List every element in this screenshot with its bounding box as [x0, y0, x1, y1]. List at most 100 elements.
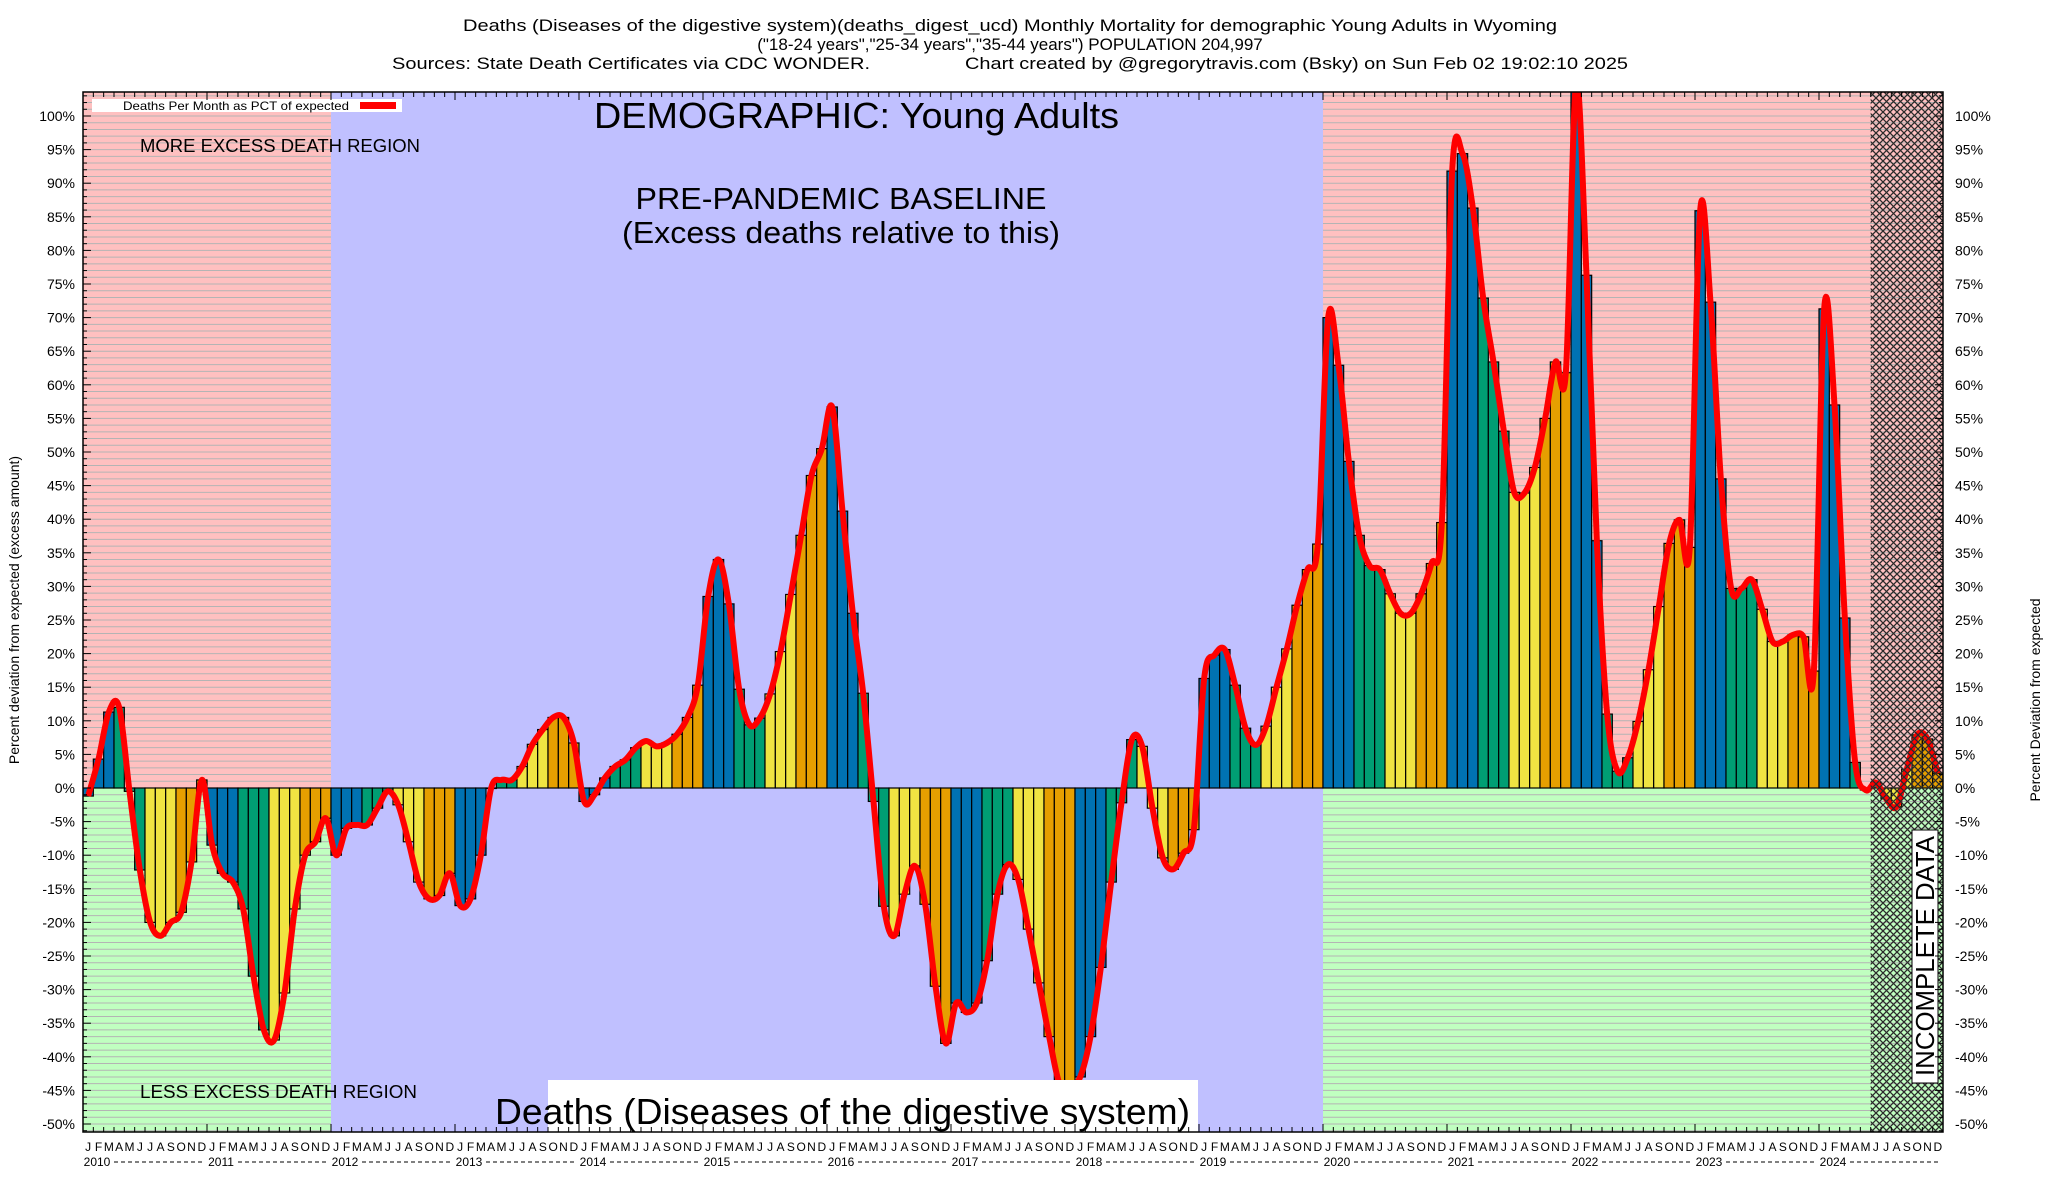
month-label: J [261, 1140, 267, 1154]
bar [423, 787, 435, 900]
bar [1043, 787, 1055, 1038]
y-tick-label-right: 10% [1955, 713, 1983, 729]
month-label: A [239, 1140, 247, 1154]
month-label: S [1035, 1140, 1043, 1154]
year-label: 2010 [84, 1155, 111, 1169]
year-label: 2012 [332, 1155, 359, 1169]
month-label: O [1540, 1140, 1549, 1154]
less-excess-region [1323, 788, 1943, 1132]
month-label: J [953, 1140, 959, 1154]
month-label: F [1335, 1140, 1342, 1154]
year-label: 2018 [1076, 1155, 1103, 1169]
y-tick-label-right: 75% [1955, 276, 1983, 292]
y-tick-label-right: 90% [1955, 175, 1983, 191]
chart-title-line1: Deaths (Diseases of the digestive system… [463, 16, 1557, 35]
month-label: J [1449, 1140, 1455, 1154]
legend: Deaths Per Month as PCT of expected [92, 99, 402, 113]
bar [1394, 612, 1407, 789]
month-label: A [487, 1140, 495, 1154]
month-label: J [1077, 1140, 1083, 1154]
month-label: J [271, 1140, 277, 1154]
month-label: S [291, 1140, 299, 1154]
month-label: S [1655, 1140, 1663, 1154]
month-label: A [776, 1140, 784, 1154]
more-excess-region-label: MORE EXCESS DEATH REGION [140, 136, 420, 156]
demographic-label: DEMOGRAPHIC: Young Adults [594, 95, 1119, 136]
month-label: N [1427, 1140, 1436, 1154]
month-label: J [581, 1140, 587, 1154]
y-tick-label-right: 15% [1955, 679, 1983, 695]
y-tick-label-right: 35% [1955, 545, 1983, 561]
y-tick-label-left: 10% [47, 713, 75, 729]
month-label: O [1664, 1140, 1673, 1154]
month-label: A [652, 1140, 660, 1154]
month-label: J [643, 1140, 649, 1154]
month-label: D [1065, 1140, 1074, 1154]
bar [1725, 587, 1737, 789]
bar [1529, 466, 1541, 789]
y-tick-label-right: -25% [1955, 948, 1988, 964]
bar [1756, 608, 1768, 789]
month-label: J [829, 1140, 835, 1154]
bar [547, 716, 559, 789]
month-label: A [611, 1140, 619, 1154]
month-label: S [1407, 1140, 1415, 1154]
bar [1560, 372, 1572, 789]
month-label: D [569, 1140, 578, 1154]
bar [1002, 787, 1014, 866]
y-tick-label-right: 100% [1955, 108, 1991, 124]
bar [1487, 361, 1500, 789]
more-excess-region [83, 92, 331, 788]
year-label: 2017 [952, 1155, 979, 1169]
month-label: A [1644, 1140, 1652, 1154]
y-tick-label-right: 45% [1955, 478, 1983, 494]
month-label: J [1511, 1140, 1517, 1154]
month-label: D [1933, 1140, 1942, 1154]
year-label: 2015 [704, 1155, 731, 1169]
month-label: S [911, 1140, 919, 1154]
y-tick-label-left: 25% [47, 612, 75, 628]
month-label: F [1087, 1140, 1094, 1154]
y-tick-label-right: 65% [1955, 343, 1983, 359]
y-tick-label-right: -20% [1955, 914, 1988, 930]
month-label: O [1416, 1140, 1425, 1154]
y-tick-label-left: 60% [47, 377, 75, 393]
y-tick-label-left: 85% [47, 209, 75, 225]
month-label: J [1821, 1140, 1827, 1154]
y-tick-label-left: -45% [42, 1082, 75, 1098]
y-tick-label-right: -50% [1955, 1116, 1988, 1132]
month-label: F [1831, 1140, 1838, 1154]
y-tick-label-left: 80% [47, 242, 75, 258]
y-tick-label-left: 90% [47, 175, 75, 191]
month-label: J [1325, 1140, 1331, 1154]
month-label: J [1625, 1140, 1631, 1154]
bar [1735, 587, 1748, 789]
month-label: A [528, 1140, 536, 1154]
incomplete-data-box [1911, 829, 1939, 1084]
y-tick-label-right: 80% [1955, 242, 1983, 258]
month-label: M [125, 1140, 135, 1154]
y-tick-label-left: 20% [47, 646, 75, 662]
y-tick-label-left: 65% [47, 343, 75, 359]
gridlines [83, 95, 1943, 1132]
month-label: F [839, 1140, 846, 1154]
baseline-label: PRE-PANDEMIC BASELINE [636, 181, 1047, 216]
month-label: D [321, 1140, 330, 1154]
month-label: A [900, 1140, 908, 1154]
month-label: M [724, 1140, 734, 1154]
month-label: M [600, 1140, 610, 1154]
y-tick-label-left: 5% [55, 746, 75, 762]
month-label: J [1759, 1140, 1765, 1154]
bar [1384, 593, 1396, 789]
month-label: J [757, 1140, 763, 1154]
bar [661, 742, 673, 789]
bar [1777, 640, 1789, 789]
year-label: 2016 [828, 1155, 855, 1169]
month-label: J [1387, 1140, 1393, 1154]
bar [1477, 297, 1489, 789]
month-label: M [104, 1140, 114, 1154]
y-tick-label-left: 70% [47, 310, 75, 326]
y-tick-label-right: 5% [1955, 746, 1975, 762]
year-label: 2022 [1572, 1155, 1599, 1169]
